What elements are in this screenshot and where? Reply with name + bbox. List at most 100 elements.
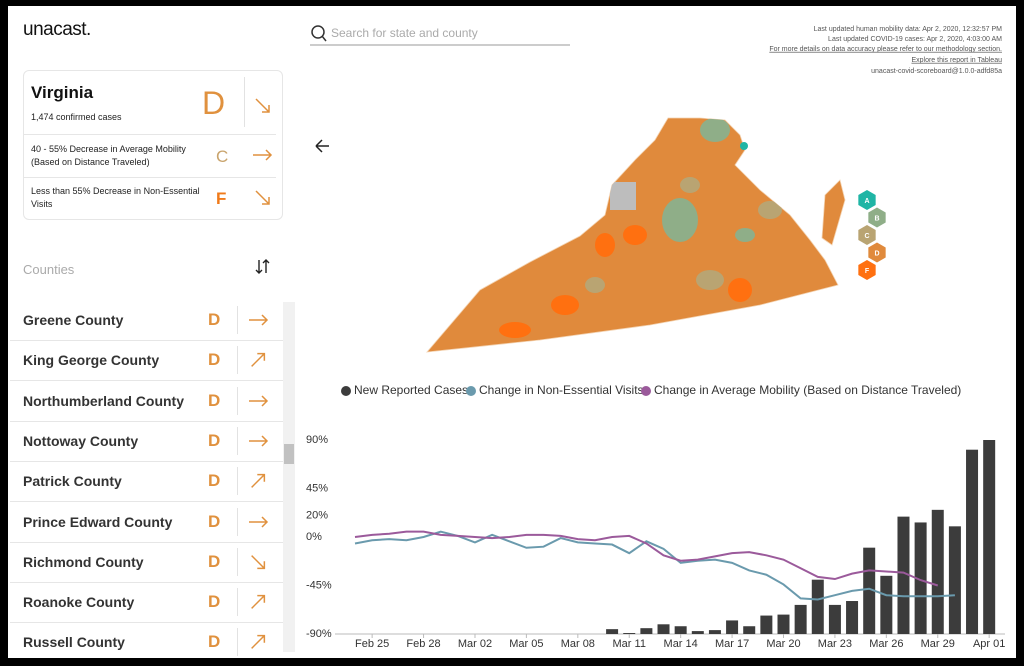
bar <box>948 526 961 634</box>
county-row[interactable]: Northumberland County D <box>10 381 283 422</box>
county-grade: D <box>208 511 221 531</box>
county-name: Patrick County <box>23 473 122 490</box>
x-tick-label: Mar 23 <box>818 638 852 650</box>
county-name: Richmond County <box>23 553 144 570</box>
metric-grade: C <box>216 147 229 166</box>
county-grade: D <box>208 592 221 612</box>
bar <box>657 624 670 634</box>
bar <box>828 604 841 634</box>
separator <box>244 77 245 127</box>
info: Last updated human mobility data: Apr 2,… <box>769 26 1002 75</box>
county-grade: D <box>208 551 221 571</box>
legend-hex-label: B <box>874 215 879 222</box>
line <box>354 530 939 587</box>
scrollbar-thumb[interactable] <box>284 444 294 464</box>
bar <box>846 601 859 634</box>
trend-arrow <box>247 309 269 336</box>
scrollbar[interactable] <box>283 302 295 652</box>
state-card: Virginia 1,474 confirmed cases D 40 - 55… <box>23 70 283 220</box>
state-name: Virginia <box>31 83 94 102</box>
x-tick-label: Mar 26 <box>869 638 903 650</box>
trend-arrow <box>247 631 269 658</box>
county-row[interactable]: Prince Edward County D <box>10 502 283 543</box>
state-map <box>426 117 846 353</box>
bar <box>708 630 721 634</box>
county-row[interactable]: Greene County D <box>10 300 283 341</box>
county-grade: D <box>208 390 221 410</box>
county-row[interactable]: Roanoke County D <box>10 582 283 624</box>
trend-arrow <box>247 470 269 497</box>
legend-hex <box>868 207 886 228</box>
search-placeholder[interactable]: Search for state and county <box>331 26 478 40</box>
search-icon <box>321 35 327 42</box>
x-tick-label: Mar 05 <box>509 638 543 650</box>
county-row[interactable]: Russell County D <box>10 622 283 658</box>
legend-hex-label: A <box>864 198 869 205</box>
trend-icons <box>253 98 273 205</box>
county-row[interactable]: Nottoway County D <box>10 421 283 462</box>
y-tick-label: -45% <box>306 579 332 591</box>
county-name: Nottoway County <box>23 432 139 449</box>
county-grade: D <box>208 430 221 450</box>
trend-arrow <box>255 98 270 113</box>
bar <box>794 604 807 634</box>
legend-dot <box>341 386 351 396</box>
county-name: Northumberland County <box>23 392 184 409</box>
metric-label: 40 - 55% Decrease in Average Mobility (B… <box>31 144 186 167</box>
county-grade: D <box>208 471 221 491</box>
separator <box>237 588 238 617</box>
info-link[interactable]: Explore this report in Tableau <box>911 57 1002 64</box>
separator <box>24 134 276 135</box>
x-tick-label: Feb 28 <box>406 638 440 650</box>
legend-dot <box>466 386 476 396</box>
y-tick-label: 45% <box>306 482 328 494</box>
x-tick-label: Feb 25 <box>355 638 389 650</box>
bar <box>966 449 979 634</box>
separator <box>237 386 238 415</box>
legend-hex <box>858 225 876 245</box>
trend-arrow <box>247 511 269 538</box>
county-grade: D <box>208 632 221 652</box>
county-grade: D <box>208 350 221 370</box>
counties-title: Counties <box>23 262 75 277</box>
bar <box>743 626 756 634</box>
x-tick-label: Mar 08 <box>561 638 595 650</box>
legend-hex <box>858 260 876 280</box>
trend-arrow <box>253 149 273 161</box>
county-row[interactable]: Richmond County D <box>10 542 283 583</box>
county-list: Greene County D King George County D Northum… <box>0 300 285 658</box>
y-tick-label: -90% <box>306 628 332 640</box>
separator <box>237 547 238 576</box>
info-link[interactable]: For more details on data accuracy please… <box>769 46 1002 53</box>
trend-arrow <box>255 190 270 205</box>
sort-button[interactable] <box>254 258 272 276</box>
county-name: Prince Edward County <box>23 513 173 530</box>
bar <box>880 575 893 634</box>
separator <box>237 628 238 657</box>
bar <box>777 614 790 634</box>
legend-hex-label: D <box>874 250 879 257</box>
county-row[interactable]: King George County D <box>10 340 283 382</box>
info-line: Last updated human mobility data: Apr 2,… <box>814 26 1003 33</box>
x-tick-label: Mar 11 <box>613 638 646 650</box>
county-row[interactable]: Patrick County D <box>10 461 283 503</box>
bar <box>914 522 927 634</box>
bar <box>931 509 944 634</box>
x-tick-label: Mar 20 <box>766 638 800 650</box>
logo: unacast. <box>23 19 91 40</box>
bar <box>623 633 636 634</box>
legend-label: Change in Non-Essential Visits <box>479 383 644 397</box>
bar <box>760 615 773 634</box>
separator <box>237 507 238 536</box>
county-grade: D <box>208 310 221 329</box>
trend-arrow <box>247 349 269 376</box>
back-button[interactable] <box>315 139 329 153</box>
x-tick-label: Mar 02 <box>458 638 492 650</box>
bar <box>983 440 996 634</box>
metric-label: Less than 55% Decrease in Non-Essential … <box>31 186 200 209</box>
x-tick-label: Apr 01 <box>973 638 1005 650</box>
county-name: King George County <box>23 352 160 369</box>
x-tick-label: Mar 14 <box>664 638 698 650</box>
